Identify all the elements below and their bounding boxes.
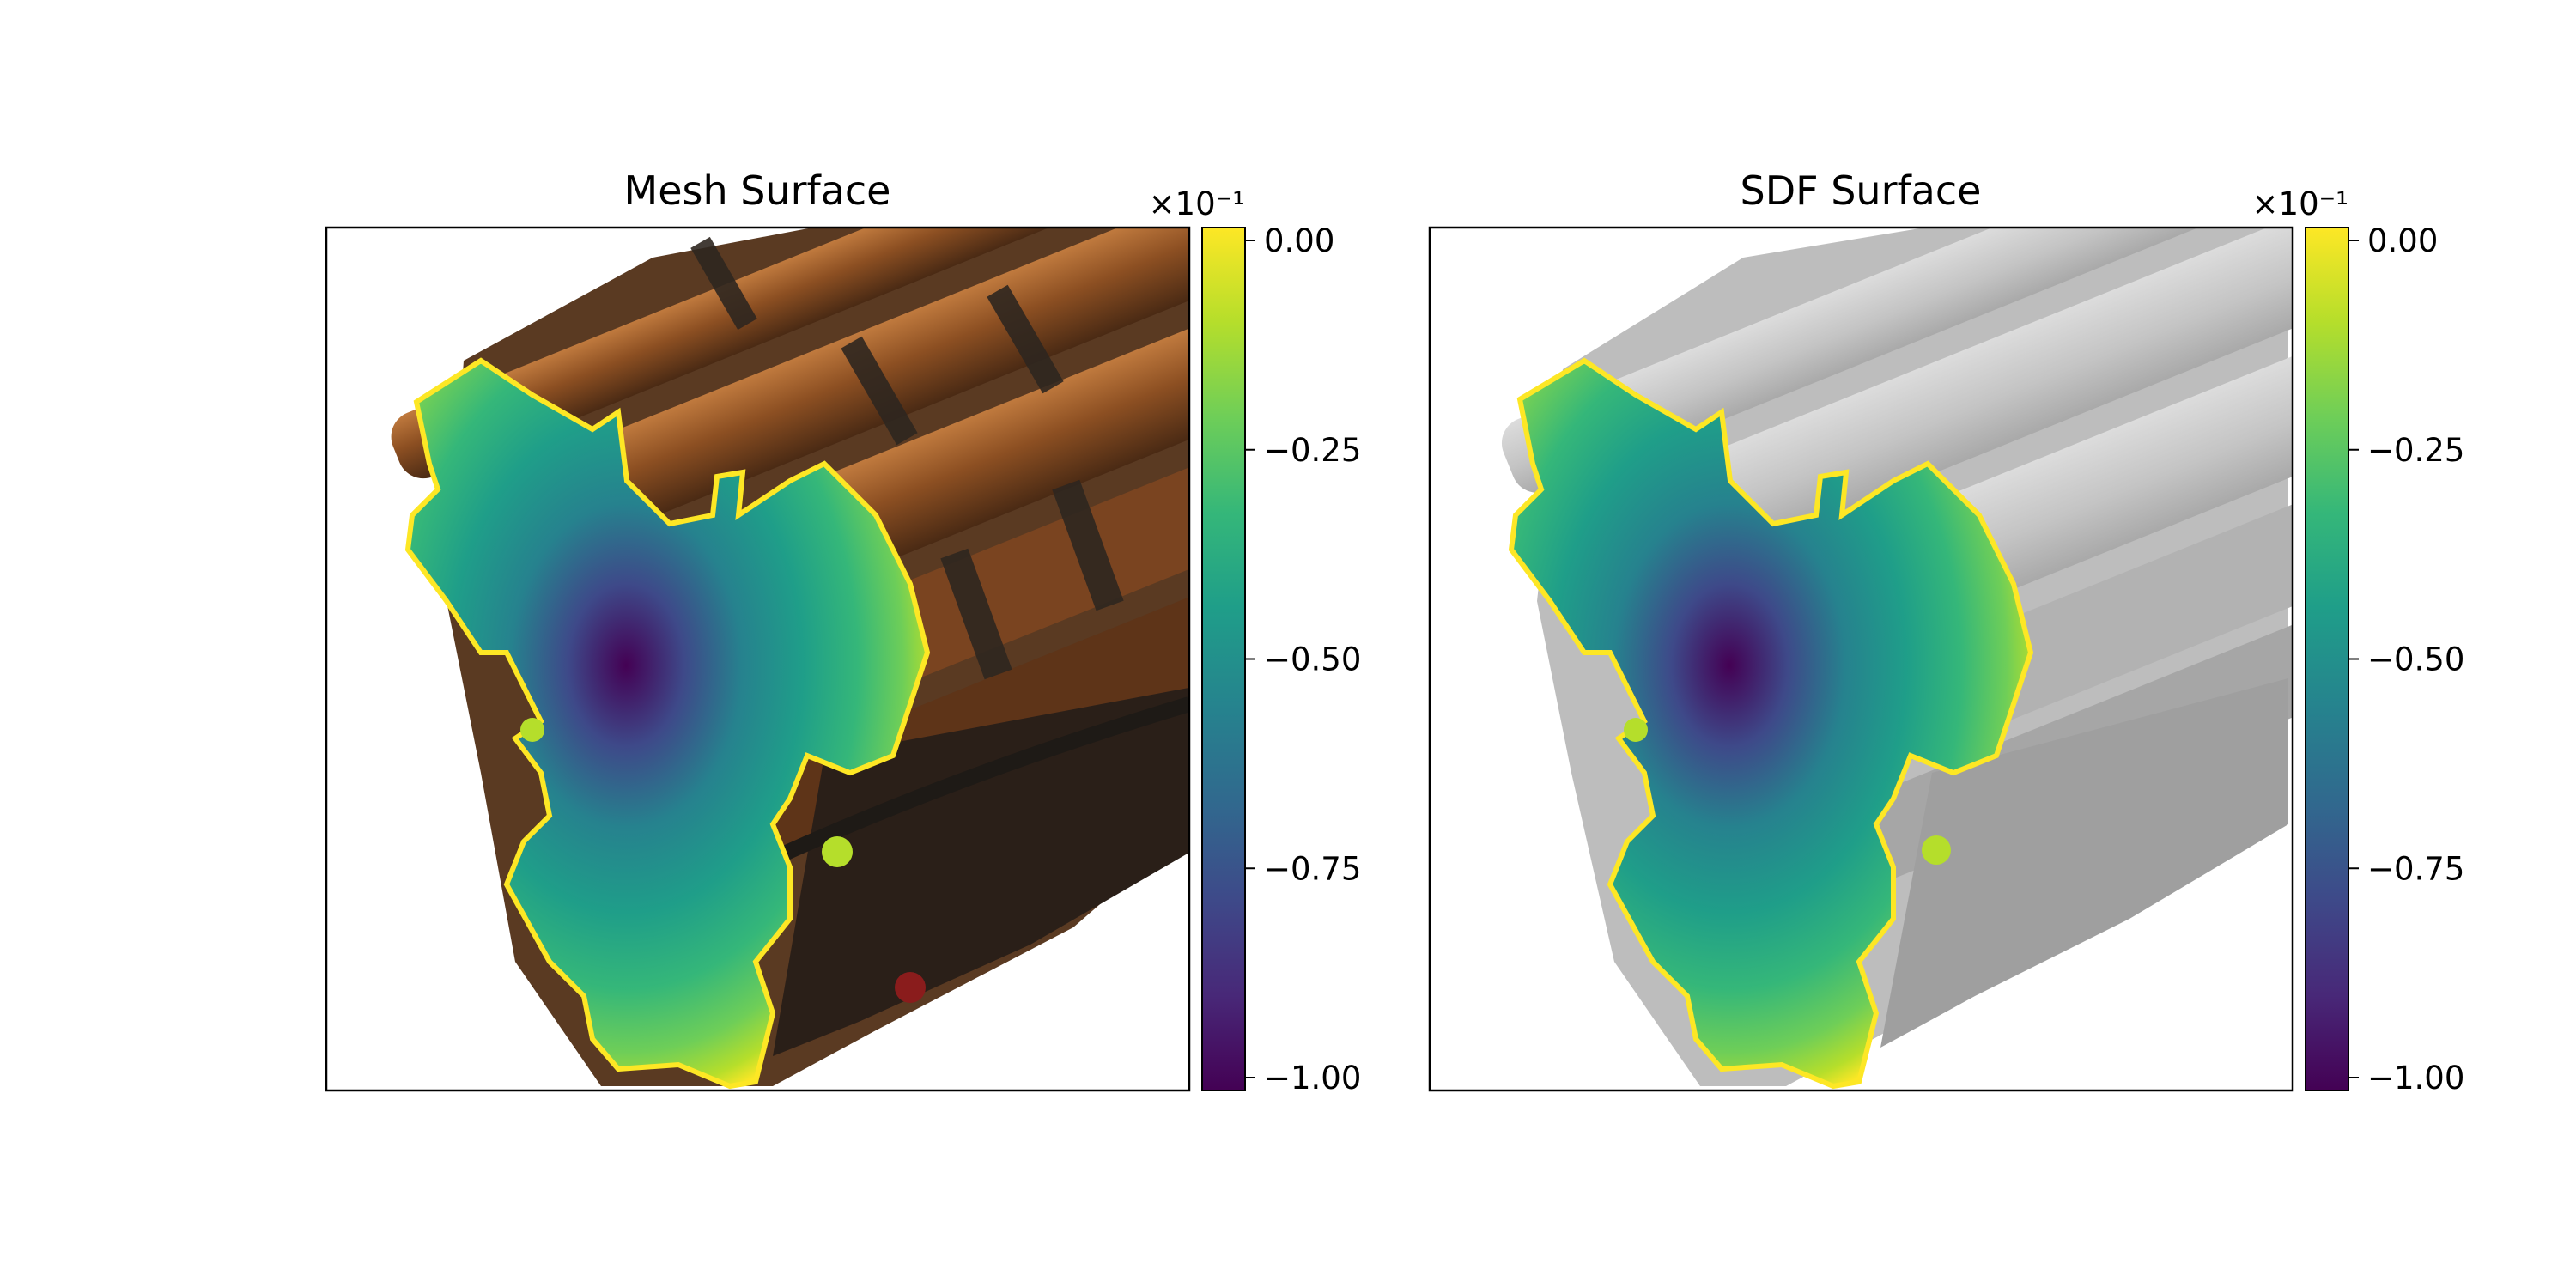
mesh-colorbar-tick-label: −0.25 [1264,432,1361,469]
mesh-sdf-blob-small [520,718,544,742]
sdf-colorbar-gradient [2305,227,2349,1091]
mesh-clamp-2 [841,336,918,446]
mesh-colorbar-gradient [1201,227,1246,1091]
sdf-colorbar-tick-label: −0.25 [2367,432,2464,469]
mesh-clamp-4 [1052,479,1124,611]
mesh-clamp-3 [987,284,1064,394]
mesh-lower-dark [773,687,1189,1056]
mesh-axes-frame [325,226,1191,1092]
mesh-clamp-1 [690,236,757,331]
sdf-colorbar-tick-label: 0.00 [2367,222,2438,259]
sdf-rendering [1501,228,2293,1086]
mesh-title: Mesh Surface [624,167,891,214]
sdf-band-1 [1501,228,2293,493]
sdf-colorbar-scale-label: ×10⁻¹ [2252,185,2348,222]
mesh-sdf-region [404,357,931,1090]
sdf-lower-part [1880,678,2288,1048]
mesh-colorbar-tick-label: −0.50 [1264,641,1361,678]
mesh-sdf-blob [822,836,853,867]
sdf-colorbar-tick-label: −0.75 [2367,850,2464,887]
sdf-colorbar-tick-label: −1.00 [2367,1060,2464,1097]
mesh-colorbar-tick-label: −0.75 [1264,850,1361,887]
mesh-sdf-field [404,357,931,1090]
sdf-axes-frame [1428,226,2294,1092]
mesh-red-part [895,972,926,1003]
mesh-colorbar-tick-label: −1.00 [1264,1060,1361,1097]
mesh-band-2 [460,228,1189,574]
sdf-surface-panel: SDF Surface ×10⁻¹ 0.00 −0.25 −0.50 −0.75 −1.… [1428,167,2465,1097]
sdf-band-2 [1575,228,2293,597]
mesh-clamp-5 [940,548,1012,680]
mesh-colorbar: ×10⁻¹ 0.00 −0.25 −0.50 −0.75 −1.00 [1149,185,1362,1097]
sdf-colorbar-ticks: 0.00 −0.25 −0.50 −0.75 −1.00 [2348,222,2464,1097]
mesh-colorbar-scale-label: ×10⁻¹ [1149,185,1245,222]
mesh-surface-panel: Mesh Surface ×10⁻¹ 0.00 −0.25 −0.50 −0.75 −1… [325,167,1362,1097]
sdf-sdf-blob-small [1624,718,1648,742]
sdf-sdf-blob [1922,835,1951,865]
mesh-band-1 [391,228,1189,479]
sdf-sdf-field [1508,357,2034,1090]
mesh-hose [769,696,1189,866]
sdf-colorbar-tick-label: −0.50 [2367,641,2464,678]
sdf-sdf-region [1508,357,2034,1090]
sdf-title: SDF Surface [1741,167,1982,214]
mesh-colorbar-ticks: 0.00 −0.25 −0.50 −0.75 −1.00 [1245,222,1361,1097]
sdf-colorbar: ×10⁻¹ 0.00 −0.25 −0.50 −0.75 −1.00 [2252,185,2465,1097]
mesh-colorbar-tick-label: 0.00 [1264,222,1334,259]
